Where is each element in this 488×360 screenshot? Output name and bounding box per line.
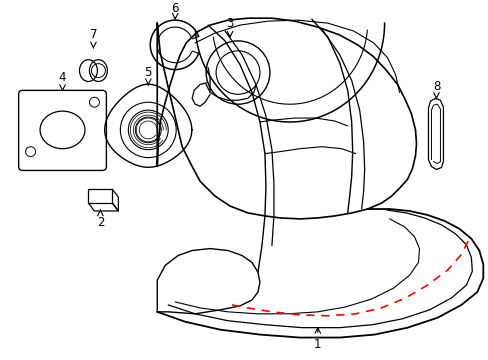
Text: 7: 7	[89, 28, 97, 48]
Text: 4: 4	[59, 71, 66, 90]
Text: 3: 3	[226, 17, 233, 37]
Text: 2: 2	[97, 210, 104, 229]
Text: 1: 1	[313, 328, 321, 351]
Text: 5: 5	[144, 66, 152, 85]
Text: 6: 6	[171, 2, 179, 19]
Text: 8: 8	[432, 80, 439, 99]
